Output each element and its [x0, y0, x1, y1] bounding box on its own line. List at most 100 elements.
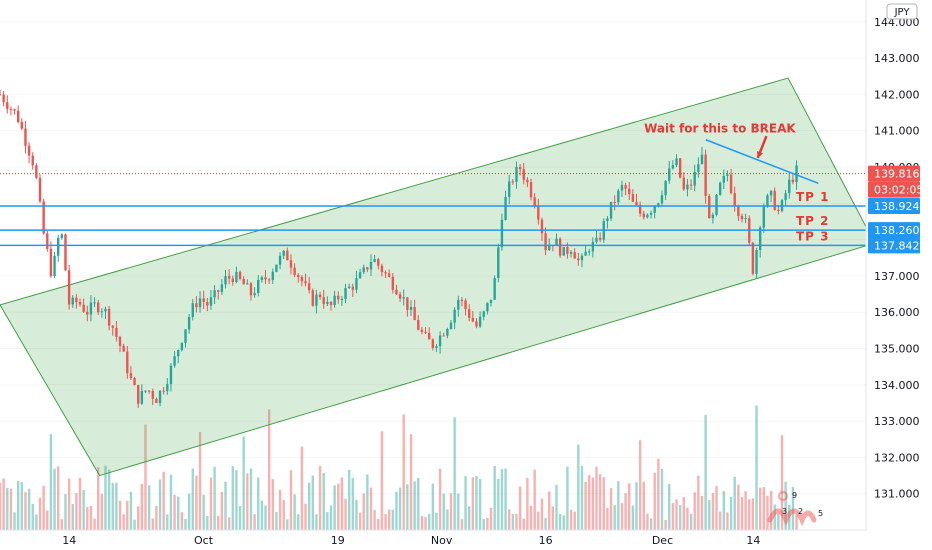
candle-body — [613, 201, 616, 203]
candle — [431, 338, 435, 351]
volume-bar — [42, 485, 45, 530]
candle-body — [711, 214, 715, 219]
volume-bar — [238, 506, 242, 530]
candle-body — [2, 94, 5, 103]
candle-body — [438, 335, 442, 347]
volume-bar — [689, 513, 693, 530]
price-axis-ticks[interactable]: 131.000 132.000 133.000 134.000 135.000 136.0… — [874, 16, 920, 501]
candle-body — [467, 309, 471, 318]
candle — [13, 108, 16, 115]
candle — [569, 250, 573, 258]
candle — [686, 178, 689, 197]
candle-body — [726, 174, 729, 176]
candle — [595, 230, 598, 244]
candle — [0, 89, 2, 96]
candle-body — [453, 309, 456, 323]
volume-bar — [558, 513, 562, 530]
volume-bar — [231, 466, 234, 530]
ascending-channel[interactable] — [0, 77, 876, 477]
candle-body — [406, 297, 409, 310]
candle — [671, 160, 675, 170]
candle-body — [427, 332, 431, 340]
candle — [289, 254, 293, 275]
volume-bar — [286, 519, 289, 530]
volume-bar — [668, 483, 671, 530]
volume-bar — [366, 474, 369, 530]
volume-bar — [555, 484, 558, 530]
tp-price-badge: 137.842 — [868, 237, 920, 254]
candle-body — [246, 283, 249, 285]
candle — [126, 345, 129, 379]
candle-body — [395, 289, 398, 295]
candle — [704, 149, 707, 204]
volume-bar — [617, 481, 620, 530]
candle — [180, 342, 184, 352]
candle-body — [515, 167, 518, 182]
candle — [267, 278, 271, 284]
candle — [129, 366, 133, 380]
candle-body — [253, 293, 256, 296]
take-profit-levels[interactable]: TP 1 TP 2TP 3 — [0, 190, 866, 247]
candle-body — [307, 283, 311, 291]
candle-body — [13, 109, 16, 111]
volume-bar — [147, 485, 151, 530]
candle-body — [297, 274, 300, 277]
volume-bar — [53, 468, 56, 530]
candle — [660, 190, 664, 206]
volume-bar — [187, 493, 191, 530]
candle-body — [471, 317, 475, 322]
candle — [191, 299, 194, 321]
price-tick-label: 133.000 — [874, 415, 920, 428]
descending-trendline[interactable] — [705, 139, 819, 185]
candle-body — [209, 297, 213, 306]
candle-body — [191, 303, 194, 318]
candle — [402, 289, 405, 306]
volume-bar — [591, 477, 595, 530]
volume-bar — [264, 505, 267, 530]
volume-bar — [740, 497, 744, 530]
candle — [224, 269, 227, 289]
candle — [718, 181, 722, 196]
candle — [377, 257, 380, 270]
candle-body — [493, 277, 496, 300]
candle — [427, 327, 431, 340]
candle-body — [391, 276, 395, 290]
currency-badge[interactable]: JPY — [886, 3, 918, 20]
candle — [97, 299, 100, 316]
candle-body — [238, 271, 242, 279]
volume-bar — [27, 488, 31, 530]
candle — [442, 332, 445, 337]
candle-body — [293, 267, 296, 275]
candle — [297, 273, 300, 283]
volume-bar — [322, 472, 325, 530]
candle-body — [82, 304, 85, 312]
volume-bar — [220, 491, 224, 530]
candle — [286, 247, 289, 261]
candle — [762, 203, 766, 233]
candle — [609, 201, 613, 221]
candle — [417, 315, 420, 331]
candle — [198, 291, 202, 313]
candle — [60, 233, 64, 240]
volume-bar — [46, 510, 49, 530]
volume-bar — [2, 478, 5, 530]
volume-bar — [133, 519, 136, 530]
candle — [355, 270, 358, 294]
volume-bar — [60, 519, 64, 530]
volume-bar — [413, 481, 416, 530]
candle — [264, 270, 267, 284]
volume-bar — [729, 496, 733, 530]
candle — [358, 268, 362, 279]
candle-body — [566, 247, 569, 254]
time-axis-ticks[interactable]: 14 Oct 19 Nov 16 Dec 14 — [62, 534, 760, 547]
candle-body — [369, 262, 373, 270]
volume-bar — [75, 493, 78, 530]
volume-bar — [573, 511, 576, 530]
volume-bar — [347, 470, 351, 530]
volume-bar — [678, 505, 682, 530]
candle — [678, 157, 682, 179]
candle-body — [16, 110, 20, 123]
price-gridlines — [0, 21, 866, 495]
candle — [242, 276, 245, 285]
